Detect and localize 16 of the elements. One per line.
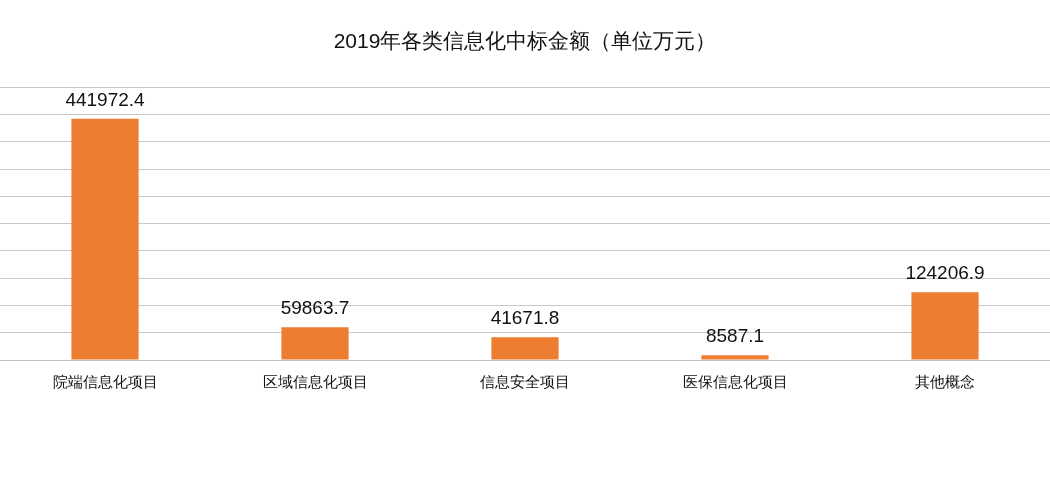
data-label: 59863.7 — [280, 297, 350, 319]
x-tick-label: 区域信息化项目 — [262, 373, 368, 391]
bar — [281, 327, 349, 360]
data-label: 124206.9 — [905, 261, 985, 283]
data-label: 8587.1 — [705, 325, 765, 347]
chart-title: 2019年各类信息化中标金额（单位万元） — [333, 29, 717, 53]
x-tick-label: 医保信息化项目 — [682, 373, 788, 391]
x-tick-label: 信息安全项目 — [480, 373, 570, 391]
x-tick-label: 院端信息化项目 — [52, 373, 158, 391]
x-tick-label: 其他概念 — [915, 373, 975, 391]
bar — [701, 355, 769, 360]
bar — [491, 337, 559, 360]
bar — [71, 118, 139, 360]
data-label: 441972.4 — [65, 88, 146, 110]
data-label: 41671.8 — [490, 307, 560, 328]
bar — [911, 292, 979, 360]
